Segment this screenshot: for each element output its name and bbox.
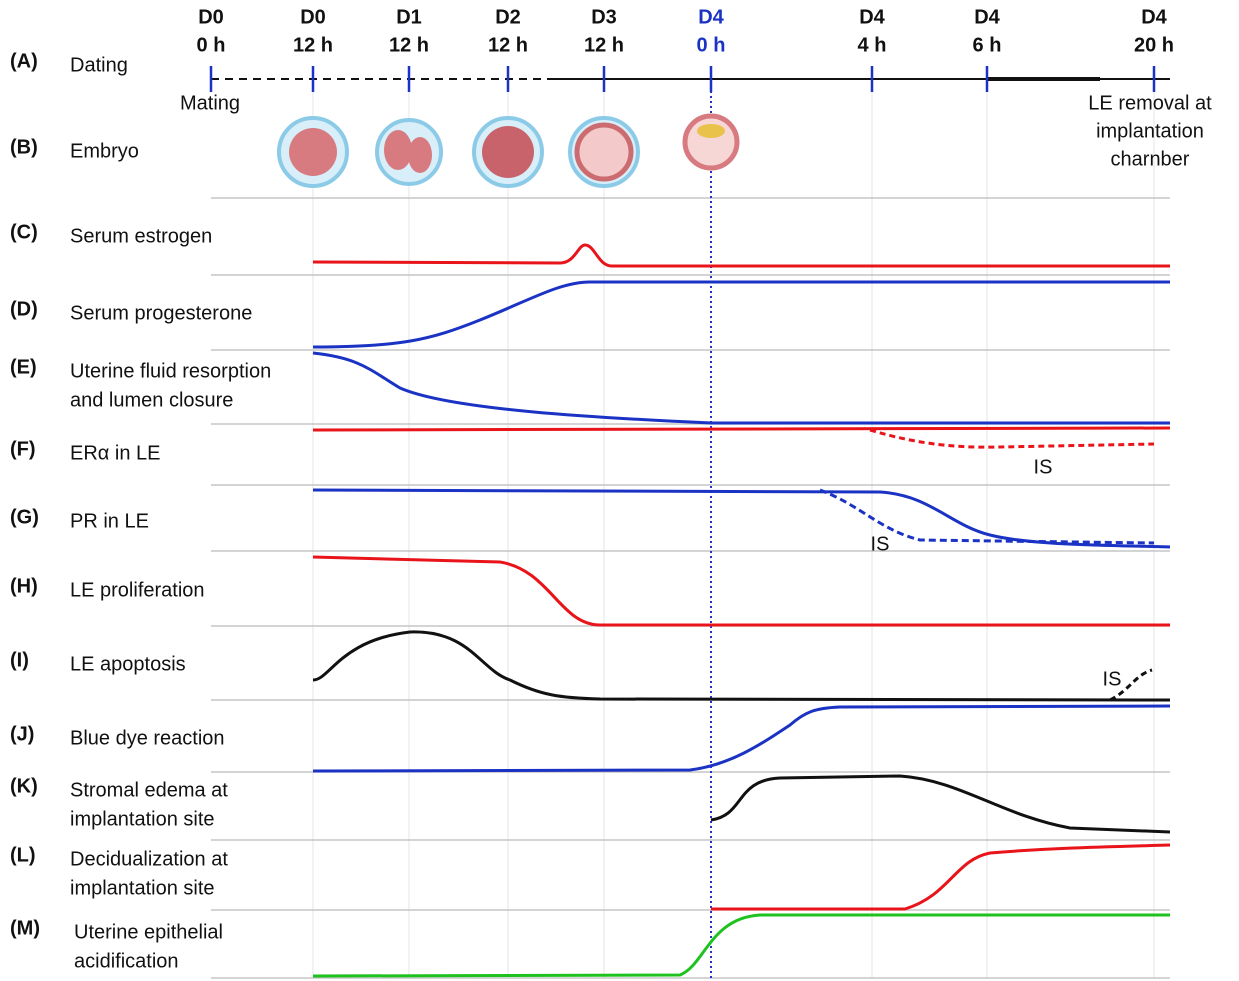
day-label: D3	[591, 6, 617, 28]
row-label: Decidualization at	[70, 848, 228, 870]
curves	[313, 245, 1170, 976]
row-letter: (J)	[10, 723, 34, 745]
hour-label: 12 h	[584, 34, 624, 56]
row-label: and lumen closure	[70, 389, 233, 411]
row-label: ERα in LE	[70, 442, 161, 464]
row-letter: (K)	[10, 775, 38, 797]
day-label: D0	[300, 6, 326, 28]
row-letter: (B)	[10, 136, 38, 158]
day-label: D4	[1141, 6, 1167, 28]
annotation: LE removal at	[1088, 92, 1212, 114]
row-label: Blue dye reaction	[70, 727, 225, 749]
row-label: implantation site	[70, 808, 215, 830]
day-label: D4	[859, 6, 885, 28]
row-letter: (L)	[10, 844, 36, 866]
row-label: Serum estrogen	[70, 225, 212, 247]
hour-label: 12 h	[389, 34, 429, 56]
hour-label: 12 h	[293, 34, 333, 56]
hour-label: 6 h	[973, 34, 1002, 56]
row-letter: (E)	[10, 356, 37, 378]
hour-label: 4 h	[858, 34, 887, 56]
annotation: IS	[1034, 456, 1053, 478]
row-label: Dating	[70, 54, 128, 76]
day-label: D1	[396, 6, 422, 28]
row-label: Embryo	[70, 140, 139, 162]
hour-label: 20 h	[1134, 34, 1174, 56]
day-label: D4	[974, 6, 1000, 28]
annotation: Mating	[180, 92, 240, 114]
annotation: implantation	[1096, 120, 1204, 142]
hour-label: 0 h	[697, 34, 726, 56]
row-letter: (G)	[10, 506, 39, 528]
row-letter: (F)	[10, 438, 36, 460]
row-label: PR in LE	[70, 510, 149, 532]
hour-label: 12 h	[488, 34, 528, 56]
day-label: D4	[698, 6, 724, 28]
row-letter: (I)	[10, 649, 29, 671]
row-letter: (A)	[10, 50, 38, 72]
row-label: Stromal edema at	[70, 779, 228, 801]
row-letter: (C)	[10, 221, 38, 243]
row-letter: (M)	[10, 917, 40, 939]
timeline-axis	[211, 66, 1170, 978]
diagram: D0 0 h D0 12 h D1 12 h D2 12 h D3 12 h D4 0 h D4 4 h D…	[0, 0, 1239, 981]
grid	[211, 90, 1170, 978]
row-label: Uterine epithelial	[74, 921, 223, 943]
row-label: LE proliferation	[70, 579, 205, 601]
day-label: D0	[198, 6, 224, 28]
annotation: charnber	[1111, 148, 1190, 170]
row-label: acidification	[74, 950, 179, 972]
hour-label: 0 h	[197, 34, 226, 56]
annotation: IS	[1103, 668, 1122, 690]
row-label: LE apoptosis	[70, 653, 186, 675]
row-letter: (H)	[10, 575, 38, 597]
row-label: Serum progesterone	[70, 302, 252, 324]
embryos	[279, 116, 737, 186]
row-label: implantation site	[70, 877, 215, 899]
annotation: IS	[871, 533, 890, 555]
row-letter: (D)	[10, 298, 38, 320]
row-label: Uterine fluid resorption	[70, 360, 271, 382]
day-label: D2	[495, 6, 521, 28]
